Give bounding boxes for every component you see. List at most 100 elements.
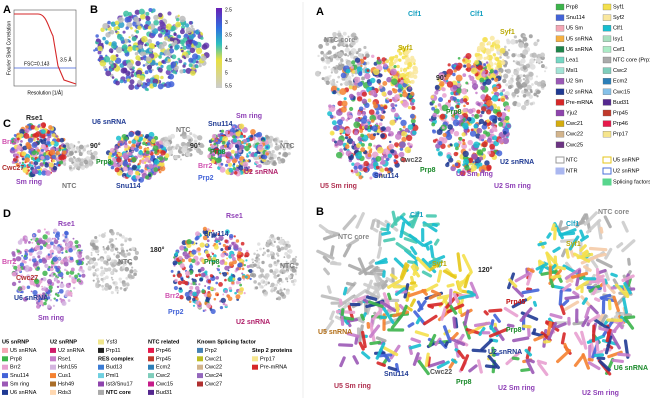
density-blob (173, 155, 178, 160)
density-blob (397, 83, 403, 89)
density-blob (130, 275, 135, 280)
density-blob (280, 246, 285, 251)
density-blob (468, 148, 472, 152)
density-blob (104, 231, 107, 235)
legend-label: Clf1 (613, 26, 623, 32)
density-blob (282, 146, 287, 151)
density-blob (487, 126, 490, 130)
density-blob (486, 109, 492, 115)
density-blob (473, 141, 480, 149)
density-blob (358, 164, 363, 170)
density-blob (361, 76, 365, 81)
density-blob (32, 133, 37, 138)
density-blob (181, 153, 185, 157)
legend-swatch (602, 46, 612, 53)
density-blob (108, 48, 114, 53)
density-blob (59, 154, 65, 161)
density-blob (180, 278, 184, 281)
density-blob (503, 73, 509, 79)
helix (379, 315, 386, 320)
density-blob (209, 149, 215, 155)
legend-label: Snu114 (10, 373, 29, 379)
helix (627, 257, 631, 266)
legend-label: Brr2 (10, 365, 21, 371)
density-blob (40, 155, 45, 160)
density-blob (353, 121, 361, 129)
density-blob (336, 139, 344, 146)
density-blob (406, 66, 410, 70)
density-blob (531, 83, 534, 86)
density-blob (29, 280, 35, 286)
density-blob (485, 94, 489, 97)
density-blob (337, 32, 342, 37)
density-blob (99, 258, 104, 262)
density-blob (273, 154, 276, 157)
density-blob (360, 147, 366, 153)
density-blob (146, 147, 150, 152)
density-blob (397, 88, 402, 93)
density-blob (135, 60, 141, 67)
density-blob (516, 95, 519, 98)
structure-label: U2 Sm ring (582, 390, 619, 397)
density-blob (28, 258, 32, 262)
density-blob (507, 79, 514, 85)
density-blob (41, 304, 45, 307)
density-blob (12, 157, 18, 162)
density-blob (237, 262, 243, 268)
density-blob (105, 275, 109, 280)
density-blob (499, 89, 502, 93)
helix (461, 253, 473, 273)
density-blob (412, 66, 416, 70)
density-blob (123, 10, 130, 17)
density-blob (102, 36, 106, 41)
density-blob (138, 44, 143, 50)
density-blob (134, 249, 137, 252)
density-blob (125, 276, 129, 280)
density-blob (67, 299, 71, 302)
density-blob (49, 149, 56, 156)
density-blob (38, 282, 41, 285)
density-blob (292, 283, 296, 286)
density-blob (497, 117, 502, 121)
structure-label: Prp8 (506, 327, 522, 334)
density-blob (63, 268, 67, 272)
density-blob (42, 234, 48, 240)
density-blob (119, 143, 123, 146)
legend-swatch (252, 364, 258, 370)
density-blob (116, 251, 119, 254)
density-blob (96, 277, 100, 281)
density-blob (131, 164, 138, 170)
density-blob (55, 298, 59, 302)
density-blob (482, 81, 487, 86)
density-blob (377, 146, 384, 154)
legend-swatch (50, 373, 56, 379)
density-blob (360, 133, 364, 138)
density-blob (238, 144, 245, 150)
density-blob (32, 234, 35, 237)
legend-swatch (555, 120, 565, 127)
density-blob (21, 254, 24, 257)
density-blob (524, 78, 530, 85)
density-blob (292, 257, 297, 263)
density-blob (98, 283, 102, 287)
density-blob (339, 83, 343, 86)
density-blob (339, 88, 347, 96)
density-blob (152, 78, 159, 85)
density-blob (491, 133, 495, 137)
density-blob (173, 39, 178, 44)
density-blob (325, 80, 330, 85)
density-blob (170, 269, 174, 273)
density-blob (62, 257, 68, 263)
density-blob (370, 119, 375, 123)
legend-swatch (2, 364, 8, 370)
density-blob (161, 29, 164, 33)
density-blob (485, 56, 490, 60)
panel-letter: C (3, 118, 11, 130)
density-blob (110, 245, 113, 248)
density-blob (133, 268, 137, 273)
density-blob (518, 41, 524, 48)
density-blob (122, 282, 127, 287)
density-blob (49, 267, 54, 272)
density-blob (440, 86, 445, 91)
density-blob (219, 272, 222, 275)
